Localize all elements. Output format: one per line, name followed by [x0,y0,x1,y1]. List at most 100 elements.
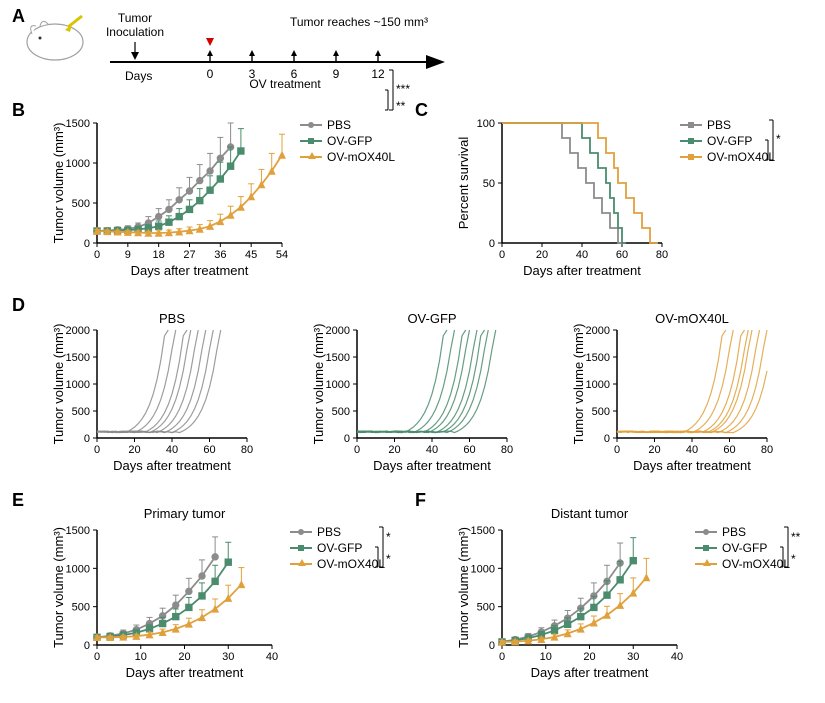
svg-text:Tumor reaches ~150 mm³: Tumor reaches ~150 mm³ [290,15,428,29]
svg-text:0: 0 [94,249,100,261]
svg-text:30: 30 [222,651,234,663]
svg-text:Tumor volume (mm³): Tumor volume (mm³) [456,527,471,648]
chart-f: 0 10 20 30 40 0 500 1000 1500 Days after treatmen… [460,508,685,688]
svg-text:40: 40 [686,444,698,456]
svg-text:20: 20 [178,651,190,663]
svg-text:PBS: PBS [159,311,185,326]
svg-text:12: 12 [371,67,385,81]
svg-text:1500: 1500 [471,525,495,537]
panel-letter-f: F [415,490,426,511]
svg-text:*: * [386,530,391,544]
svg-text:***: *** [396,82,410,96]
svg-text:0: 0 [489,238,495,250]
svg-text:80: 80 [501,444,513,456]
svg-text:1500: 1500 [586,352,610,364]
chart-d-pbs: 0204060800500100015002000Days after trea… [55,315,255,480]
svg-text:Tumor volume (mm³): Tumor volume (mm³) [51,324,66,445]
svg-text:OV treatment: OV treatment [249,77,321,91]
chart-c: 020406080050100Days after treatmentPerce… [460,115,670,285]
svg-text:*: * [791,552,796,566]
panel-letter-e: E [12,490,24,511]
svg-text:**: ** [396,99,406,113]
svg-text:20: 20 [536,249,548,261]
svg-text:2000: 2000 [326,325,350,337]
svg-text:Days after treatment: Days after treatment [633,458,751,473]
svg-text:40: 40 [576,249,588,261]
svg-text:18: 18 [153,249,165,261]
chart-b: 091827364554050010001500Days after treat… [55,115,295,285]
svg-text:2000: 2000 [586,325,610,337]
svg-text:500: 500 [332,406,350,418]
svg-text:0: 0 [84,640,90,652]
svg-text:Inoculation: Inoculation [106,25,164,39]
svg-text:9: 9 [125,249,131,261]
svg-text:10: 10 [540,651,552,663]
svg-text:**: ** [791,530,801,544]
svg-text:Distant tumor: Distant tumor [551,506,629,521]
svg-text:1000: 1000 [326,379,350,391]
svg-text:OV-mOX40L: OV-mOX40L [655,311,729,326]
svg-text:1000: 1000 [471,563,495,575]
svg-text:0: 0 [207,67,214,81]
svg-text:80: 80 [761,444,773,456]
svg-text:27: 27 [183,249,195,261]
svg-text:OV-GFP: OV-GFP [407,311,456,326]
svg-text:0: 0 [354,444,360,456]
svg-text:1500: 1500 [66,352,90,364]
svg-text:Days after treatment: Days after treatment [126,665,244,680]
svg-text:1500: 1500 [66,525,90,537]
chart-d-mox: 0204060800500100015002000Days after trea… [575,315,775,480]
svg-text:1000: 1000 [66,379,90,391]
svg-text:40: 40 [426,444,438,456]
svg-text:Days after treatment: Days after treatment [373,458,491,473]
svg-text:80: 80 [656,249,668,261]
svg-text:40: 40 [266,651,278,663]
svg-text:60: 60 [723,444,735,456]
svg-text:Percent survival: Percent survival [456,137,471,230]
svg-text:500: 500 [592,406,610,418]
svg-text:30: 30 [627,651,639,663]
svg-text:Tumor: Tumor [118,11,152,25]
svg-text:40: 40 [671,651,683,663]
svg-text:Tumor volume (mm³): Tumor volume (mm³) [51,527,66,648]
svg-text:1000: 1000 [66,563,90,575]
svg-text:Primary tumor: Primary tumor [144,506,226,521]
svg-text:20: 20 [388,444,400,456]
svg-text:20: 20 [648,444,660,456]
chart-e: 010203040050010001500Days after treatmen… [55,508,280,688]
svg-text:40: 40 [166,444,178,456]
svg-text:0: 0 [499,651,505,663]
svg-text:80: 80 [241,444,253,456]
svg-text:0: 0 [489,640,495,652]
chart-d-gfp: 0204060800500100015002000Days after trea… [315,315,515,480]
svg-text:*: * [386,552,391,566]
svg-text:Days after treatment: Days after treatment [523,263,641,278]
svg-text:0: 0 [94,651,100,663]
svg-text:500: 500 [72,406,90,418]
svg-text:0: 0 [614,444,620,456]
svg-text:Tumor volume (mm³): Tumor volume (mm³) [311,324,326,445]
svg-text:9: 9 [333,67,340,81]
svg-text:60: 60 [203,444,215,456]
svg-text:500: 500 [72,602,90,614]
svg-text:0: 0 [84,238,90,250]
svg-text:50: 50 [483,178,495,190]
svg-text:500: 500 [72,198,90,210]
svg-text:20: 20 [583,651,595,663]
legend-b: PBSOV-GFPOV-mOX40L***** [300,118,395,166]
svg-text:Tumor volume (mm³): Tumor volume (mm³) [51,123,66,244]
mouse-icon [20,12,90,62]
svg-text:45: 45 [245,249,257,261]
svg-text:1000: 1000 [66,158,90,170]
svg-text:100: 100 [477,118,495,130]
svg-text:36: 36 [214,249,226,261]
legend-f: PBSOV-GFPOV-mOX40L*** [695,525,790,573]
svg-text:1500: 1500 [326,352,350,364]
svg-text:54: 54 [276,249,288,261]
svg-text:500: 500 [477,602,495,614]
svg-text:0: 0 [344,433,350,445]
legend-c: PBSOV-GFPOV-mOX40L* [680,118,775,166]
svg-text:0: 0 [499,249,505,261]
svg-text:Days after treatment: Days after treatment [531,665,649,680]
legend-e: PBSOV-GFPOV-mOX40L** [290,525,385,573]
